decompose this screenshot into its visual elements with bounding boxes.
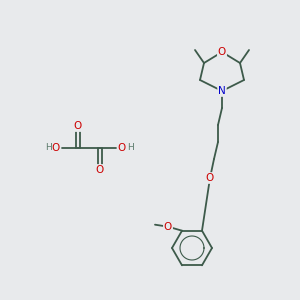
- Text: O: O: [118, 143, 126, 153]
- Text: N: N: [218, 86, 226, 96]
- Text: H: H: [45, 142, 51, 152]
- Text: H: H: [127, 142, 134, 152]
- Text: O: O: [206, 173, 214, 183]
- Text: O: O: [218, 47, 226, 57]
- Text: O: O: [96, 165, 104, 175]
- Text: O: O: [164, 222, 172, 232]
- Text: O: O: [52, 143, 60, 153]
- Text: O: O: [74, 121, 82, 131]
